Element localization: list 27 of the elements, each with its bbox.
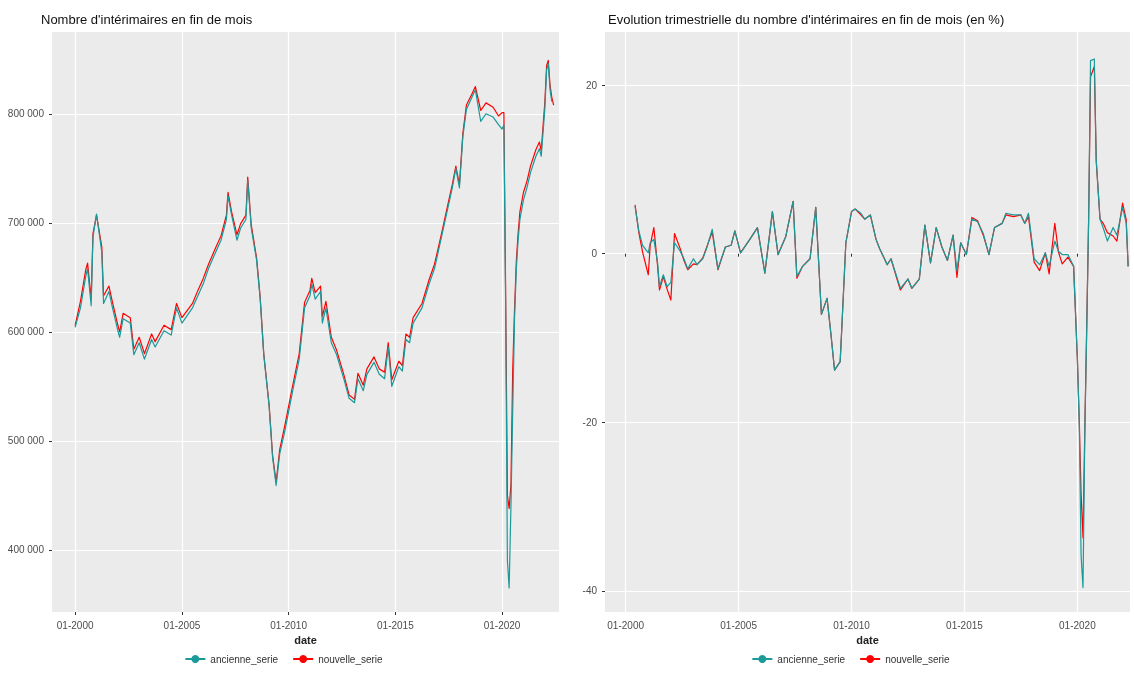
y-tick-label: -40 (582, 585, 598, 597)
x-tick-label: 01-2000 (56, 619, 94, 631)
x-tick-label: 01-2005 (163, 619, 201, 631)
x-tick-label: 01-2015 (377, 619, 415, 631)
legend-label: nouvelle_serie (885, 653, 951, 665)
legend-label: ancienne_serie (210, 653, 279, 665)
x-axis-title: date (856, 634, 879, 647)
legend-label: nouvelle_serie (318, 653, 384, 665)
x-axis-title: date (294, 634, 317, 647)
x-tick-label: 01-2010 (833, 619, 871, 631)
chart-title: Nombre d'intérimaires en fin de mois (41, 12, 253, 27)
x-tick-label: 01-2000 (607, 619, 645, 631)
y-tick-label: 400 000 (7, 544, 45, 556)
y-tick-label: -20 (582, 416, 598, 428)
chart-title: Evolution trimestrielle du nombre d'intérimaires en fin de mois (en %) (608, 12, 1005, 27)
y-tick-label: 600 000 (7, 326, 45, 338)
legend-label: ancienne_serie (777, 653, 846, 665)
y-tick-label: 700 000 (7, 217, 45, 229)
x-tick-label: 01-2010 (270, 619, 308, 631)
x-tick-label: 01-2005 (720, 619, 758, 631)
x-tick-label: 01-2020 (483, 619, 521, 631)
x-tick-label: 01-2015 (946, 619, 984, 631)
y-tick-label: 0 (591, 248, 598, 260)
y-tick-label: 500 000 (7, 435, 45, 447)
y-tick-label: 20 (585, 79, 598, 91)
y-tick-label: 800 000 (7, 108, 45, 120)
x-tick-label: 01-2020 (1059, 619, 1097, 631)
